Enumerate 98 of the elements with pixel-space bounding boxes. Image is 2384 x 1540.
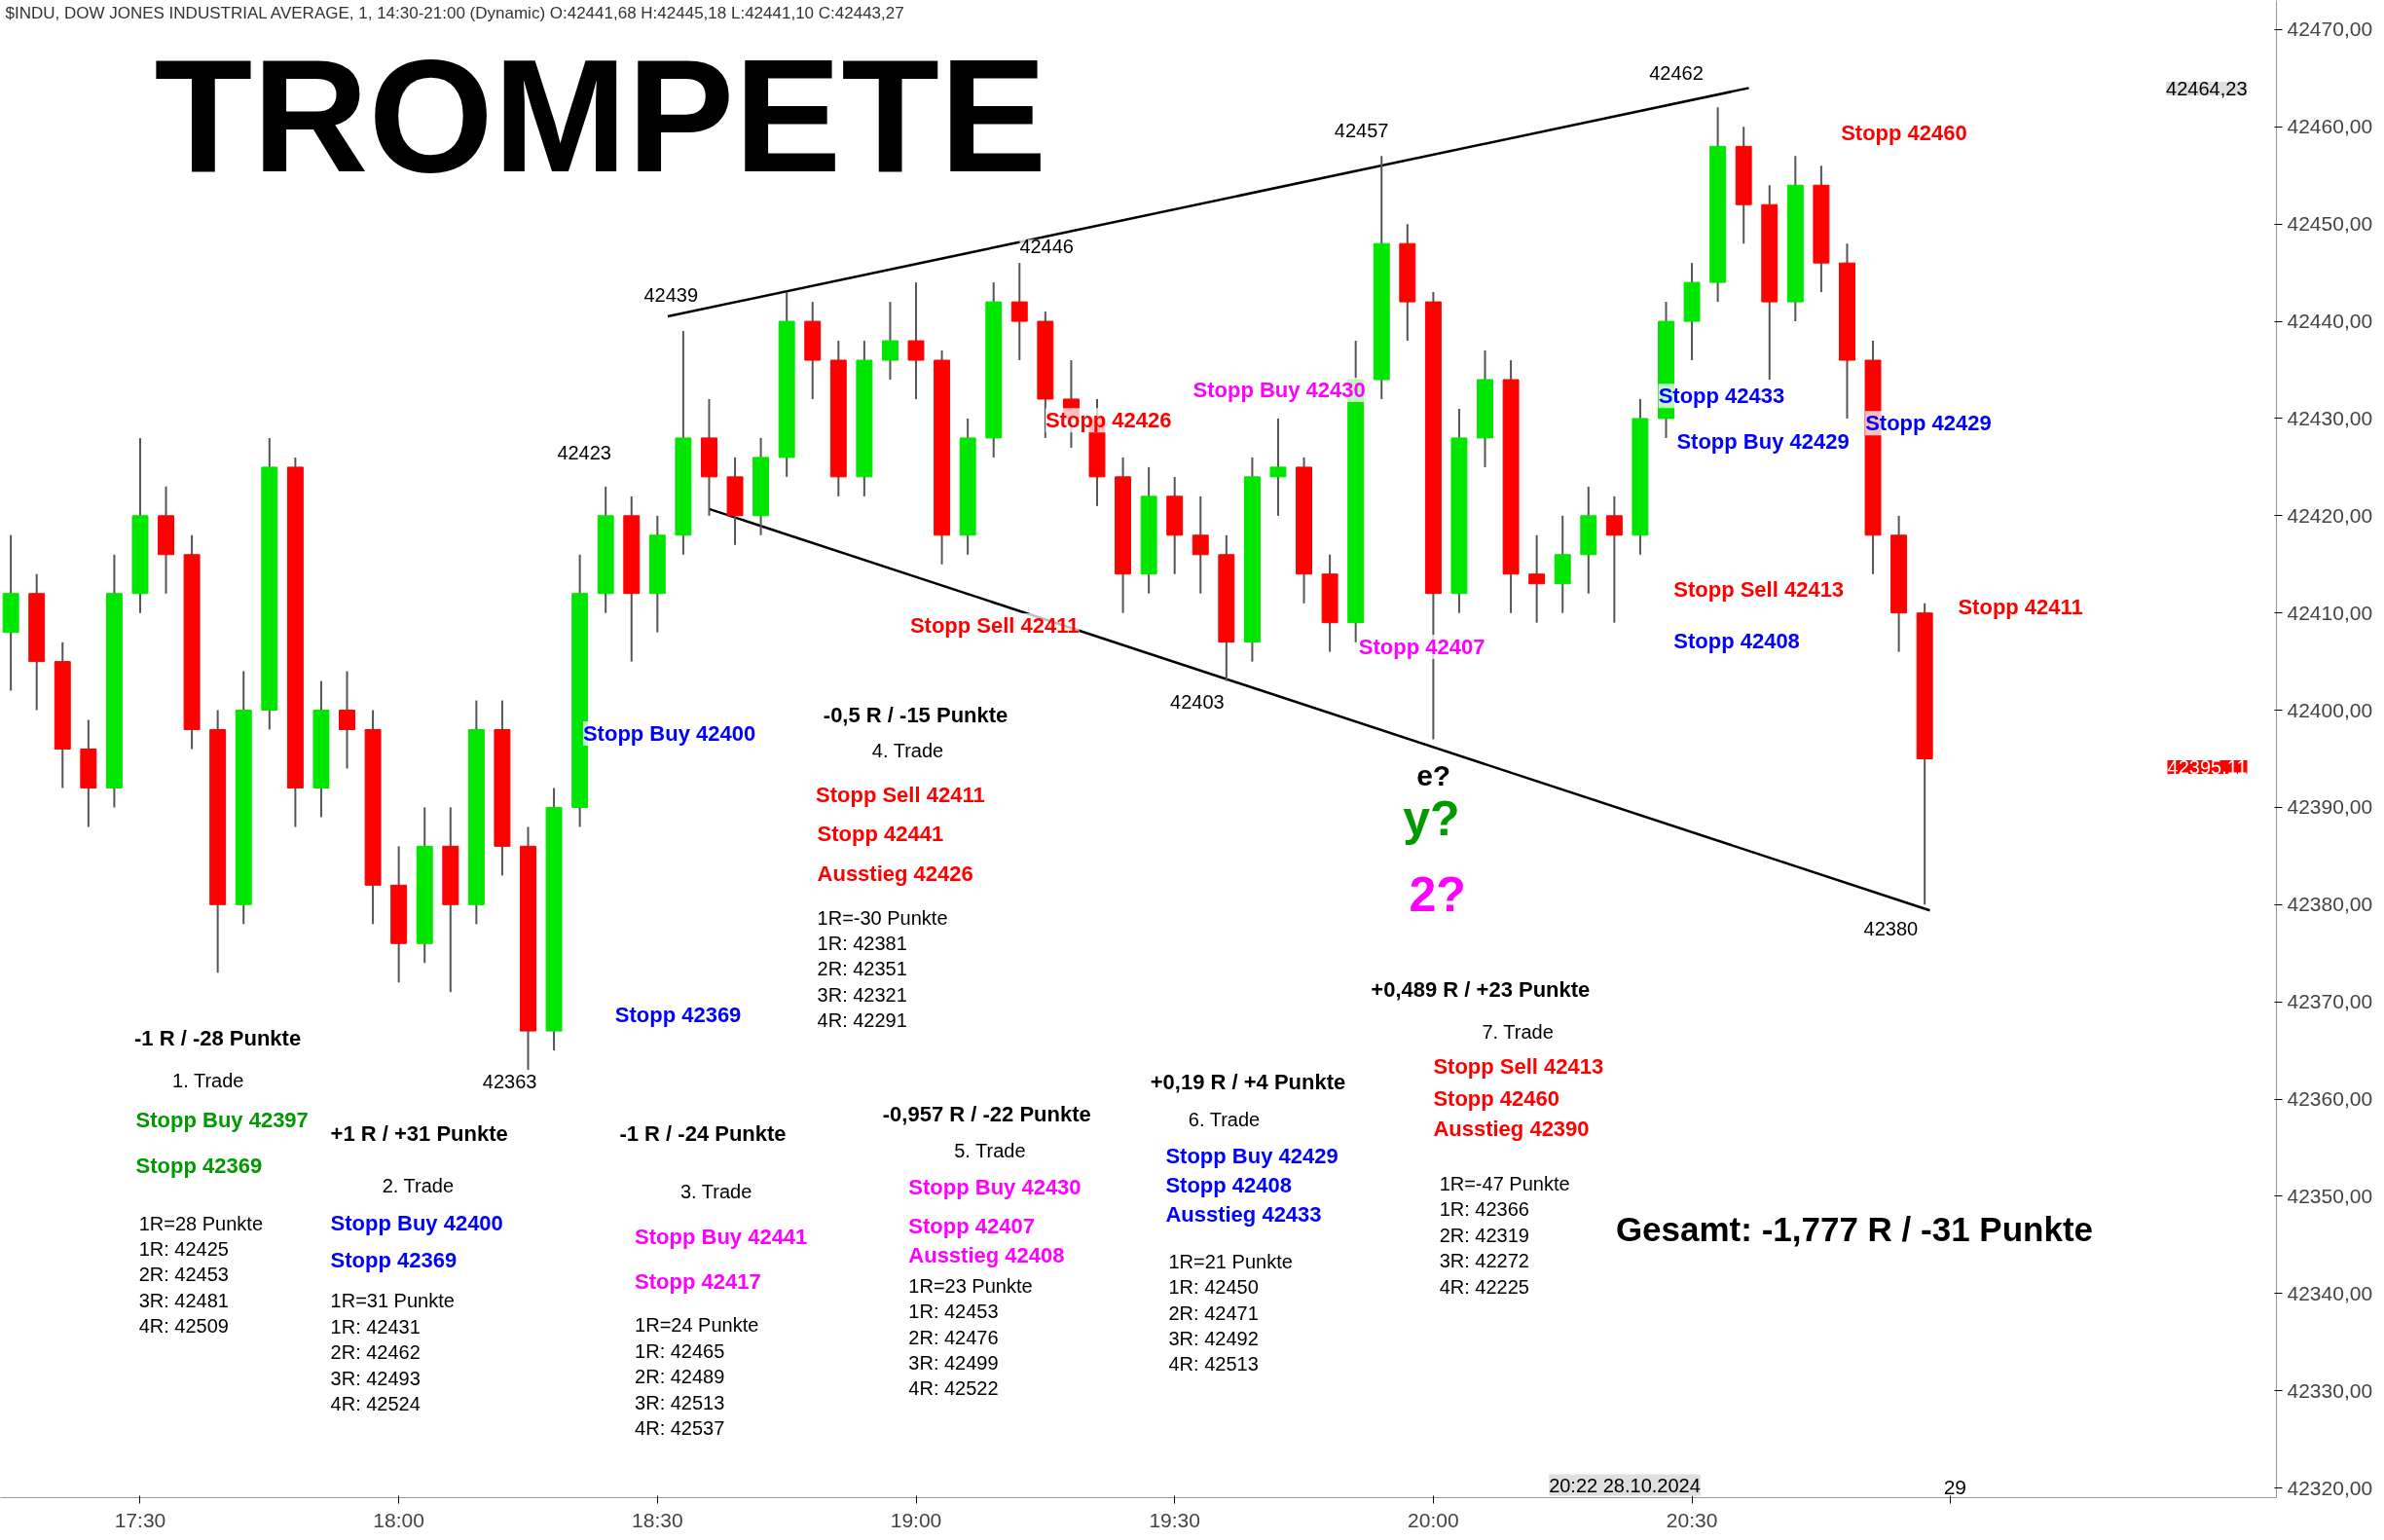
annotation: 5. Trade bbox=[954, 1139, 1026, 1161]
annotation: Stopp Buy 42429 bbox=[1676, 429, 1850, 454]
annotation: Stopp Buy 42430 bbox=[908, 1174, 1082, 1199]
annotation: 42423 bbox=[557, 442, 611, 464]
annotation: Ausstieg 42426 bbox=[817, 861, 973, 886]
annotation: 42439 bbox=[643, 283, 699, 306]
annotation: 3. Trade bbox=[679, 1180, 752, 1202]
y-tick-label: 42400,00 bbox=[2287, 698, 2373, 721]
annotation: Gesamt: -1,777 R / -31 Punkte bbox=[1615, 1209, 2094, 1248]
x-tick-label: 20:30 bbox=[1666, 1508, 1718, 1531]
annotation: Stopp Buy 42441 bbox=[635, 1225, 808, 1250]
annotation: Stopp Buy 42430 bbox=[1192, 377, 1366, 402]
annotation: Stopp Sell 42411 bbox=[816, 782, 985, 807]
annotation: 1R=-47 Punkte 1R: 42366 2R: 42319 3R: 42272 4R: 42225 bbox=[1439, 1173, 1570, 1298]
annotation: Stopp 42429 bbox=[1865, 411, 1992, 436]
annotation: Stopp 42369 bbox=[614, 1003, 742, 1028]
y-tick-label: 42350,00 bbox=[2287, 1184, 2373, 1207]
annotation: Stopp Sell 42411 bbox=[909, 613, 1080, 639]
candlestick bbox=[1269, 417, 1287, 517]
chart-title: TROMPETE bbox=[154, 25, 1047, 205]
annotation: 42462 bbox=[1649, 61, 1704, 84]
chart-subtitle: $INDU, DOW JONES INDUSTRIAL AVERAGE, 1, 14:30-21:00 (Dynamic) O:42441,68 H:42445,18 L:42441,10 C:42443,27 bbox=[5, 4, 904, 22]
x-tick-label: 17:30 bbox=[114, 1508, 166, 1531]
annotation: +1 R / +31 Punkte bbox=[330, 1120, 508, 1146]
annotation: Stopp 42417 bbox=[635, 1268, 761, 1294]
annotation: Stopp 42407 Ausstieg 42408 bbox=[908, 1214, 1065, 1268]
annotation: 42464,23 bbox=[2166, 78, 2248, 99]
annotation: 42446 bbox=[1019, 235, 1074, 257]
annotation: 1R=23 Punkte 1R: 42453 2R: 42476 3R: 42499 4R: 42522 bbox=[908, 1274, 1033, 1400]
x-tick-label: 20:00 bbox=[1408, 1508, 1459, 1531]
annotation: 7. Trade bbox=[1482, 1020, 1554, 1043]
annotation: 1R=31 Punkte 1R: 42431 2R: 42462 3R: 42493 4R: 42524 bbox=[330, 1290, 455, 1414]
annotation: 1R=21 Punkte 1R: 42450 2R: 42471 3R: 42492 4R: 42513 bbox=[1168, 1250, 1293, 1375]
annotation: Stopp Buy 42400 bbox=[330, 1211, 503, 1236]
annotation: 42363 bbox=[482, 1070, 537, 1092]
candlestick bbox=[881, 301, 899, 381]
y-tick-label: 42430,00 bbox=[2287, 406, 2373, 429]
annotation: +0,19 R / +4 Punkte bbox=[1150, 1069, 1346, 1094]
candlestick bbox=[1605, 495, 1623, 624]
annotation: Stopp 42369 bbox=[330, 1247, 458, 1272]
annotation: 4. Trade bbox=[871, 739, 944, 761]
y-tick-label: 42440,00 bbox=[2287, 310, 2373, 333]
candlestick bbox=[339, 670, 355, 770]
candlestick bbox=[1528, 533, 1546, 624]
annotation: 42380 bbox=[1863, 918, 1919, 940]
annotation: 29 bbox=[1943, 1475, 1966, 1498]
annotation: Stopp 42369 bbox=[135, 1153, 263, 1178]
annotation: Stopp Buy 42429 Stopp 42408 Ausstieg 42433 bbox=[1165, 1144, 1339, 1228]
y-tick-label: 42370,00 bbox=[2287, 990, 2373, 1013]
annotation: 1. Trade bbox=[172, 1069, 244, 1091]
annotation: -0,5 R / -15 Punkte bbox=[823, 703, 1009, 728]
annotation: 42395,11 bbox=[2167, 755, 2248, 778]
y-tick-label: 42410,00 bbox=[2287, 601, 2373, 624]
annotation: 1R=-30 Punkte 1R: 42381 2R: 42351 3R: 42321 4R: 42291 bbox=[817, 906, 948, 1032]
annotation: 6. Trade bbox=[1188, 1109, 1261, 1131]
y-tick-label: 42390,00 bbox=[2287, 795, 2373, 819]
y-tick-label: 42450,00 bbox=[2287, 212, 2373, 236]
x-tick-label: 18:00 bbox=[373, 1508, 424, 1531]
annotation: e? bbox=[1416, 759, 1451, 792]
annotation: Stopp 42433 bbox=[1658, 384, 1785, 409]
x-tick-label: 18:30 bbox=[632, 1508, 683, 1531]
annotation: Stopp Buy 42400 bbox=[582, 721, 756, 746]
annotation: 42403 bbox=[1170, 691, 1225, 714]
annotation: Stopp 42426 bbox=[1045, 408, 1172, 433]
x-tick-label: 19:30 bbox=[1149, 1508, 1200, 1531]
annotation: -1 R / -24 Punkte bbox=[619, 1120, 787, 1146]
y-tick-label: 42460,00 bbox=[2287, 115, 2373, 138]
annotation: Ausstieg 42390 bbox=[1433, 1117, 1590, 1142]
annotation: Stopp Sell 42413 bbox=[1673, 576, 1845, 602]
y-tick-label: 42420,00 bbox=[2287, 503, 2373, 527]
y-tick-label: 42340,00 bbox=[2287, 1281, 2373, 1304]
annotation: 20:22 28.10.2024 bbox=[1549, 1474, 1701, 1496]
annotation: -0,957 R / -22 Punkte bbox=[882, 1101, 1091, 1126]
candlestick bbox=[907, 281, 925, 400]
x-tick-label: 19:00 bbox=[890, 1508, 942, 1531]
annotation: 2? bbox=[1409, 867, 1466, 922]
y-tick-label: 42360,00 bbox=[2287, 1087, 2373, 1111]
annotation: 1R=28 Punkte 1R: 42425 2R: 42453 3R: 42481 4R: 42509 bbox=[138, 1212, 264, 1338]
annotation: -1 R / -28 Punkte bbox=[134, 1025, 302, 1050]
annotation: 42457 bbox=[1334, 119, 1389, 141]
y-tick-label: 42470,00 bbox=[2287, 18, 2373, 41]
annotation: Stopp 42460 bbox=[1841, 120, 1967, 145]
annotation: +0,489 R / +23 Punkte bbox=[1371, 976, 1591, 1002]
annotation: Stopp 42441 bbox=[817, 822, 944, 847]
annotation: Stopp 42408 bbox=[1673, 628, 1800, 653]
annotation: Stopp Sell 42413 bbox=[1433, 1054, 1604, 1080]
candlestick bbox=[1192, 495, 1209, 595]
annotation: Stopp 42460 bbox=[1433, 1086, 1559, 1111]
annotation: Stopp 42411 bbox=[1958, 595, 2083, 620]
annotation: Stopp Buy 42397 bbox=[135, 1107, 309, 1132]
annotation: 1R=24 Punkte 1R: 42465 2R: 42489 3R: 42513 4R: 42537 bbox=[635, 1314, 759, 1439]
annotation: 2. Trade bbox=[382, 1174, 455, 1196]
candlestick bbox=[1010, 262, 1028, 362]
y-tick-label: 42380,00 bbox=[2287, 893, 2373, 916]
y-tick-label: 42330,00 bbox=[2287, 1378, 2373, 1402]
y-tick-label: 42320,00 bbox=[2287, 1476, 2373, 1499]
annotation: y? bbox=[1403, 790, 1460, 846]
annotation: Stopp 42407 bbox=[1358, 634, 1485, 659]
